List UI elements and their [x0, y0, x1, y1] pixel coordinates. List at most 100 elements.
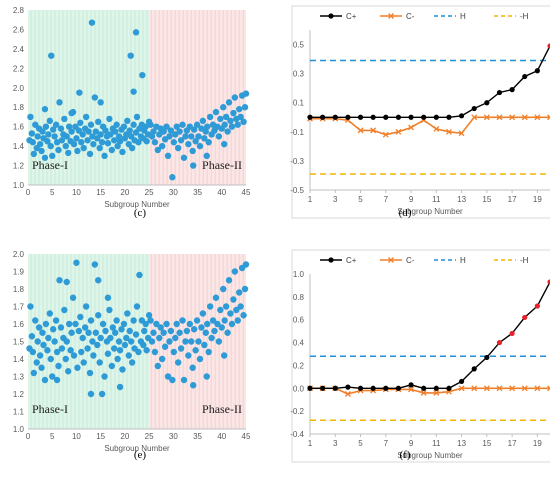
- c-plus-signal-marker: [509, 330, 515, 337]
- scatter-point: [195, 338, 202, 345]
- y-tick-label: 0.2: [293, 361, 305, 370]
- scatter-point: [39, 329, 46, 336]
- scatter-point: [227, 310, 234, 317]
- x-tick-label: 15: [482, 195, 491, 204]
- phase-1-label: Phase-I: [32, 158, 68, 172]
- x-axis-label: Subgroup Number: [104, 200, 170, 209]
- x-tick-label: 35: [193, 432, 202, 441]
- c-minus-line: [310, 387, 550, 395]
- scatter-point: [32, 121, 39, 128]
- scatter-point: [220, 285, 227, 293]
- scatter-point: [166, 133, 173, 140]
- y-tick-label: 1.2: [13, 390, 25, 399]
- legend-c-minus-marker: [388, 257, 394, 263]
- c-plus-marker: [408, 114, 414, 120]
- legend-neg-h-label: -H: [520, 256, 529, 265]
- scatter-point: [68, 329, 75, 336]
- x-tick-label: 40: [217, 188, 226, 197]
- legend-h-label: H: [460, 256, 466, 265]
- scatter-point: [73, 259, 80, 266]
- scatter-point: [49, 373, 56, 380]
- scatter-point: [193, 317, 201, 324]
- x-axis-label: Subgroup Number: [397, 451, 463, 460]
- scatter-point: [156, 334, 163, 342]
- scatter-point: [136, 271, 143, 279]
- scatter-point: [90, 140, 97, 148]
- scatter-point: [169, 174, 176, 181]
- scatter-point: [47, 142, 54, 150]
- scatter-point: [189, 364, 196, 371]
- c-plus-signal-marker: [496, 339, 503, 346]
- scatter-point: [211, 327, 218, 335]
- c-minus-marker: [395, 128, 402, 135]
- scatter-point: [205, 139, 212, 146]
- scatter-point: [225, 99, 233, 106]
- scatter-point: [130, 88, 137, 95]
- y-tick-label: 2.4: [13, 45, 25, 54]
- scatter-point: [68, 128, 75, 135]
- scatter-point: [189, 162, 197, 169]
- scatter-point: [118, 326, 125, 333]
- scatter-point: [220, 104, 227, 111]
- scatter-point: [34, 338, 41, 345]
- c-minus-marker: [534, 385, 541, 392]
- scatter-point: [91, 94, 99, 101]
- scatter-point: [127, 52, 134, 59]
- x-tick-label: 3: [333, 195, 338, 204]
- scatter-point: [166, 338, 173, 345]
- phase-2-label: Phase-II: [202, 402, 242, 416]
- scatter-point: [106, 306, 113, 314]
- scatter-point: [115, 338, 123, 345]
- scatter-point: [206, 303, 214, 310]
- scatter-point: [34, 133, 41, 140]
- scatter-point: [182, 133, 189, 140]
- scatter-point: [221, 140, 228, 148]
- c-plus-marker: [484, 100, 490, 106]
- x-tick-label: 25: [145, 188, 154, 197]
- c-minus-marker: [471, 114, 478, 121]
- chart-e: 1.0 1.1 1.2 1.3 1.4 1.5 1.6 1.7 1.8 1.9 2.0 0 5 10 15 2…: [13, 250, 251, 453]
- c-plus-marker: [408, 382, 414, 388]
- scatter-point: [164, 152, 172, 160]
- scatter-point: [87, 390, 95, 398]
- scatter-point: [189, 147, 196, 155]
- scatter-point: [58, 137, 66, 144]
- scatter-point: [217, 306, 224, 314]
- scatter-point: [112, 128, 119, 135]
- scatter-point: [201, 341, 208, 349]
- scatter-point: [215, 338, 223, 345]
- legend-c-plus-label: C+: [346, 12, 357, 21]
- c-plus-signal-marker: [547, 43, 550, 49]
- scatter-point: [62, 142, 69, 150]
- x-tick-label: 15: [482, 439, 491, 448]
- scatter-point: [92, 329, 100, 336]
- scatter-point: [147, 317, 154, 324]
- scatter-point: [28, 130, 36, 137]
- c-plus-marker: [534, 68, 540, 74]
- scatter-point: [158, 142, 166, 150]
- scatter-point: [45, 131, 52, 138]
- scatter-point: [230, 109, 237, 117]
- scatter-point: [65, 320, 73, 328]
- scatter-point: [114, 355, 121, 363]
- scatter-point: [101, 152, 108, 160]
- scatter-point: [228, 123, 236, 130]
- scatter-point: [188, 338, 195, 345]
- scatter-point: [56, 99, 63, 106]
- scatter-point: [231, 268, 239, 275]
- scatter-point: [98, 139, 106, 146]
- scatter-point: [63, 278, 70, 286]
- x-axis-label: Subgroup Number: [104, 444, 170, 453]
- y-tick-label: -0.2: [290, 407, 304, 416]
- c-plus-marker: [345, 114, 351, 120]
- scatter-point: [128, 144, 136, 152]
- scatter-point: [94, 341, 101, 349]
- x-tick-label: 13: [457, 195, 466, 204]
- c-plus-marker: [421, 114, 427, 120]
- scatter-point: [89, 338, 96, 345]
- scatter-point: [231, 94, 239, 101]
- scatter-point: [222, 303, 230, 310]
- c-plus-marker: [471, 366, 477, 372]
- scatter-point: [189, 382, 197, 389]
- scatter-point: [61, 115, 68, 123]
